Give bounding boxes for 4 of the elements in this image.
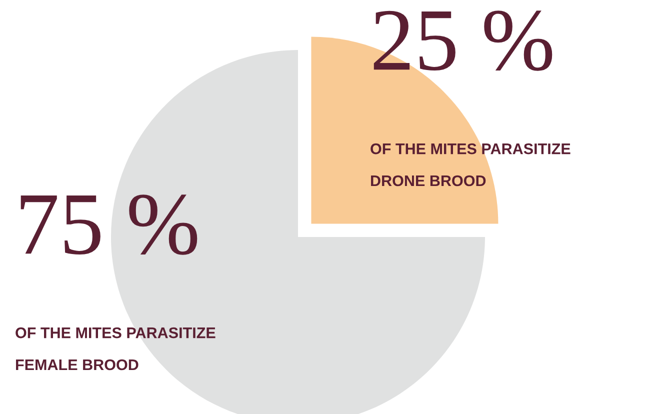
category-label: OF THE MITES PARASITIZE FEMALE BROOD xyxy=(16,327,216,370)
data-label: 75 % xyxy=(20,194,198,255)
data-label: 25 % xyxy=(374,10,552,71)
category-label: OF THE MITES PARASITIZE DRONE BROOD xyxy=(370,143,570,186)
